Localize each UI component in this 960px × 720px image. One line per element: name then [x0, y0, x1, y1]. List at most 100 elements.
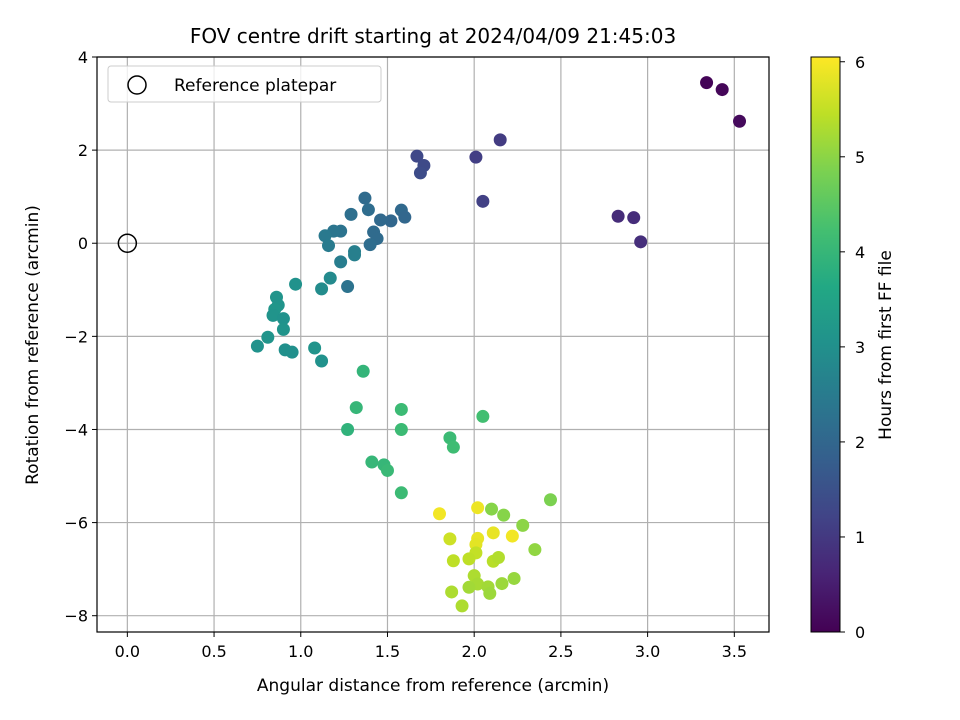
x-tick-label: 1.5 [375, 642, 400, 661]
data-point [394, 422, 408, 436]
data-point [528, 543, 542, 557]
data-point [308, 341, 322, 355]
colorbar-tick-label: 6 [855, 53, 865, 72]
data-point [471, 501, 485, 515]
y-tick-label: −8 [64, 607, 88, 626]
data-point [349, 401, 363, 415]
y-tick-label: −2 [64, 327, 88, 346]
data-point [715, 83, 729, 97]
x-tick-label: 1.0 [288, 642, 313, 661]
data-point [446, 440, 460, 454]
data-point [250, 339, 264, 353]
data-point [334, 255, 348, 269]
data-point [733, 114, 747, 128]
data-point [455, 599, 469, 613]
data-point [266, 308, 280, 322]
y-tick-label: 0 [78, 234, 88, 253]
colorbar-tick-label: 0 [855, 623, 865, 642]
data-point [363, 238, 377, 252]
data-point [394, 402, 408, 416]
data-point [410, 149, 424, 163]
chart-title: FOV centre drift starting at 2024/04/09 … [190, 24, 676, 48]
data-point [469, 150, 483, 164]
y-tick-label: −6 [64, 514, 88, 533]
y-tick-label: 4 [78, 48, 88, 67]
data-point [323, 271, 337, 285]
plot-frame [96, 56, 770, 633]
x-tick-label: 0.5 [201, 642, 226, 661]
data-point [365, 455, 379, 469]
legend-box [107, 65, 382, 103]
data-point [315, 354, 329, 368]
data-point [413, 166, 427, 180]
data-point [276, 312, 290, 326]
x-axis-ticks: 0.0 0.5 1.0 1.5 2.0 2.5 3.0 3.5 [115, 632, 747, 661]
data-point [380, 463, 394, 477]
colorbar: 0 1 2 3 4 5 6 Hours from first FF file [810, 53, 896, 642]
x-tick-label: 2.0 [461, 642, 486, 661]
data-point [462, 552, 476, 566]
data-point [443, 532, 457, 546]
colorbar-tick-label: 3 [855, 338, 865, 357]
data-point [493, 133, 507, 147]
data-point [476, 409, 490, 423]
data-point [384, 214, 398, 228]
colorbar-tick-label: 4 [855, 243, 865, 262]
data-point [462, 580, 476, 594]
data-point [485, 502, 499, 516]
colorbar-ticks: 0 1 2 3 4 5 6 [840, 53, 865, 642]
data-point [476, 194, 490, 208]
data-point [276, 322, 290, 336]
data-point [611, 209, 625, 223]
data-point [516, 518, 530, 532]
reference-point-marker [117, 233, 138, 253]
data-point [285, 345, 299, 359]
legend-marker [127, 75, 147, 95]
y-axis-label: Rotation from reference (arcmin) [23, 205, 43, 485]
data-point [446, 554, 460, 568]
x-axis-label: Angular distance from reference (arcmin) [257, 676, 609, 696]
data-point [505, 529, 519, 543]
data-point [700, 76, 714, 90]
data-point [445, 585, 459, 599]
x-tick-label: 3.0 [635, 642, 660, 661]
data-point [483, 586, 497, 600]
data-point [341, 280, 355, 294]
data-point [374, 213, 388, 227]
data-point [289, 277, 303, 291]
data-point [543, 493, 557, 507]
legend-entry-reference-platepar: Reference platepar [174, 76, 336, 96]
data-point [486, 526, 500, 540]
data-point [491, 551, 505, 565]
y-axis-ticks: −8 −6 −4 −2 0 2 4 [64, 48, 97, 626]
colorbar-tick-label: 5 [855, 148, 865, 167]
grid [97, 56, 769, 632]
data-point [627, 211, 641, 225]
data-point [315, 282, 329, 296]
data-point [344, 207, 358, 221]
x-tick-label: 3.5 [722, 642, 747, 661]
data-point [358, 191, 372, 205]
data-point [394, 486, 408, 500]
data-point [322, 239, 336, 253]
colorbar-tick-label: 2 [855, 433, 865, 452]
scatter-points [250, 76, 747, 613]
data-point [348, 248, 362, 262]
colorbar-gradient [810, 56, 841, 633]
legend: Reference platepar [107, 65, 382, 103]
data-point [507, 571, 521, 585]
data-point [495, 577, 509, 591]
data-point [433, 507, 447, 521]
data-point [356, 364, 370, 378]
data-point [398, 210, 412, 224]
data-point [261, 330, 275, 344]
data-point [497, 508, 511, 522]
colorbar-tick-label: 1 [855, 528, 865, 547]
y-tick-label: −4 [64, 420, 88, 439]
x-tick-label: 0.0 [115, 642, 140, 661]
data-point [318, 229, 332, 243]
data-point [634, 235, 648, 249]
y-tick-label: 2 [78, 141, 88, 160]
data-point [361, 203, 375, 217]
